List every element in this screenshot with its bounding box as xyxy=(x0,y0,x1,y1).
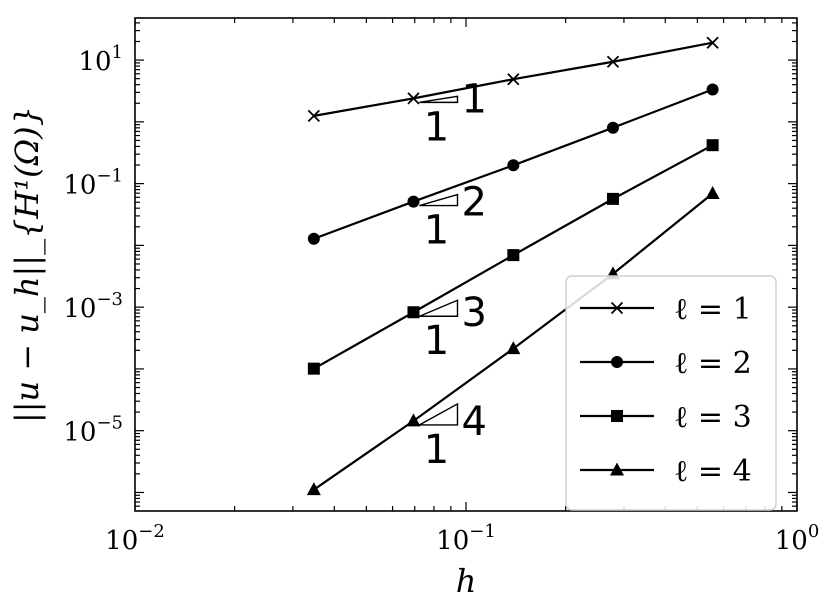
circle-marker xyxy=(407,195,420,208)
x-marker xyxy=(606,55,620,68)
y-tick-label: 10−3 xyxy=(63,289,123,324)
circle-marker xyxy=(706,83,719,96)
slope-run-label: 1 xyxy=(424,104,449,150)
triangle-marker xyxy=(506,341,521,355)
axis-ticks: 10−2 10−1 100 101 10−1 10−3 10−5 xyxy=(63,18,819,556)
circle-marker xyxy=(606,121,619,134)
square-marker xyxy=(307,362,320,375)
triangle-marker xyxy=(610,462,624,476)
circle-marker xyxy=(611,356,623,368)
slope-triangle-shape xyxy=(419,193,459,207)
triangle-marker xyxy=(705,185,720,199)
slope-triangle-1: 11 xyxy=(419,76,487,150)
y-tick-label: 10−5 xyxy=(63,413,123,448)
slope-triangle-2: 21 xyxy=(419,180,487,254)
slope-run-label: 1 xyxy=(424,427,449,473)
x-tick-label: 10−1 xyxy=(436,521,496,556)
slope-rise-label: 3 xyxy=(461,290,486,336)
legend-label: ℓ = 4 xyxy=(674,454,752,489)
circle-marker xyxy=(307,232,320,245)
square-marker xyxy=(611,410,623,422)
x-marker xyxy=(507,73,520,86)
legend-label: ℓ = 1 xyxy=(674,292,752,327)
slope-rise-label: 1 xyxy=(461,76,486,122)
slope-triangle-3: 31 xyxy=(419,290,487,364)
y-tick-label: 101 xyxy=(78,42,123,77)
slope-triangle-shape xyxy=(419,95,459,104)
legend: ℓ = 1 ℓ = 2 ℓ = 3 ℓ = 4 xyxy=(565,275,777,511)
square-marker xyxy=(706,139,719,152)
legend-entry-2: ℓ = 2 xyxy=(580,346,752,381)
x-marker xyxy=(610,301,624,315)
legend-entry-3: ℓ = 3 xyxy=(580,400,752,435)
legend-label: ℓ = 2 xyxy=(674,346,752,381)
square-marker xyxy=(606,192,619,205)
y-axis-label: ||u − u_h||_{H¹(Ω)} xyxy=(8,106,46,423)
legend-entry-4: ℓ = 4 xyxy=(580,454,752,489)
axis-labels: h ||u − u_h||_{H¹(Ω)} xyxy=(8,106,476,600)
x-marker xyxy=(706,36,719,49)
slope-run-label: 1 xyxy=(424,208,449,254)
triangle-marker xyxy=(406,413,421,427)
square-marker xyxy=(507,249,520,262)
slope-triangle-shape xyxy=(419,402,459,426)
circle-marker xyxy=(507,159,520,172)
x-tick-label: 100 xyxy=(775,521,820,556)
x-axis-label: h xyxy=(456,562,477,600)
slope-run-label: 1 xyxy=(424,318,449,364)
x-tick-label: 10−2 xyxy=(105,521,165,556)
legend-entry-1: ℓ = 1 xyxy=(580,292,752,327)
triangle-marker xyxy=(306,482,321,496)
slope-rise-label: 2 xyxy=(461,180,486,226)
slope-triangle-shape xyxy=(419,299,459,317)
x-marker xyxy=(407,92,420,105)
series-2 xyxy=(307,83,719,245)
slope-rise-label: 4 xyxy=(461,399,486,445)
legend-box xyxy=(565,275,777,511)
series-3 xyxy=(307,139,719,375)
y-tick-label: 10−1 xyxy=(63,166,123,201)
x-marker xyxy=(307,109,320,122)
series-1 xyxy=(307,36,719,122)
square-marker xyxy=(407,306,420,319)
slope-triangle-4: 41 xyxy=(419,399,487,473)
legend-label: ℓ = 3 xyxy=(674,400,752,435)
